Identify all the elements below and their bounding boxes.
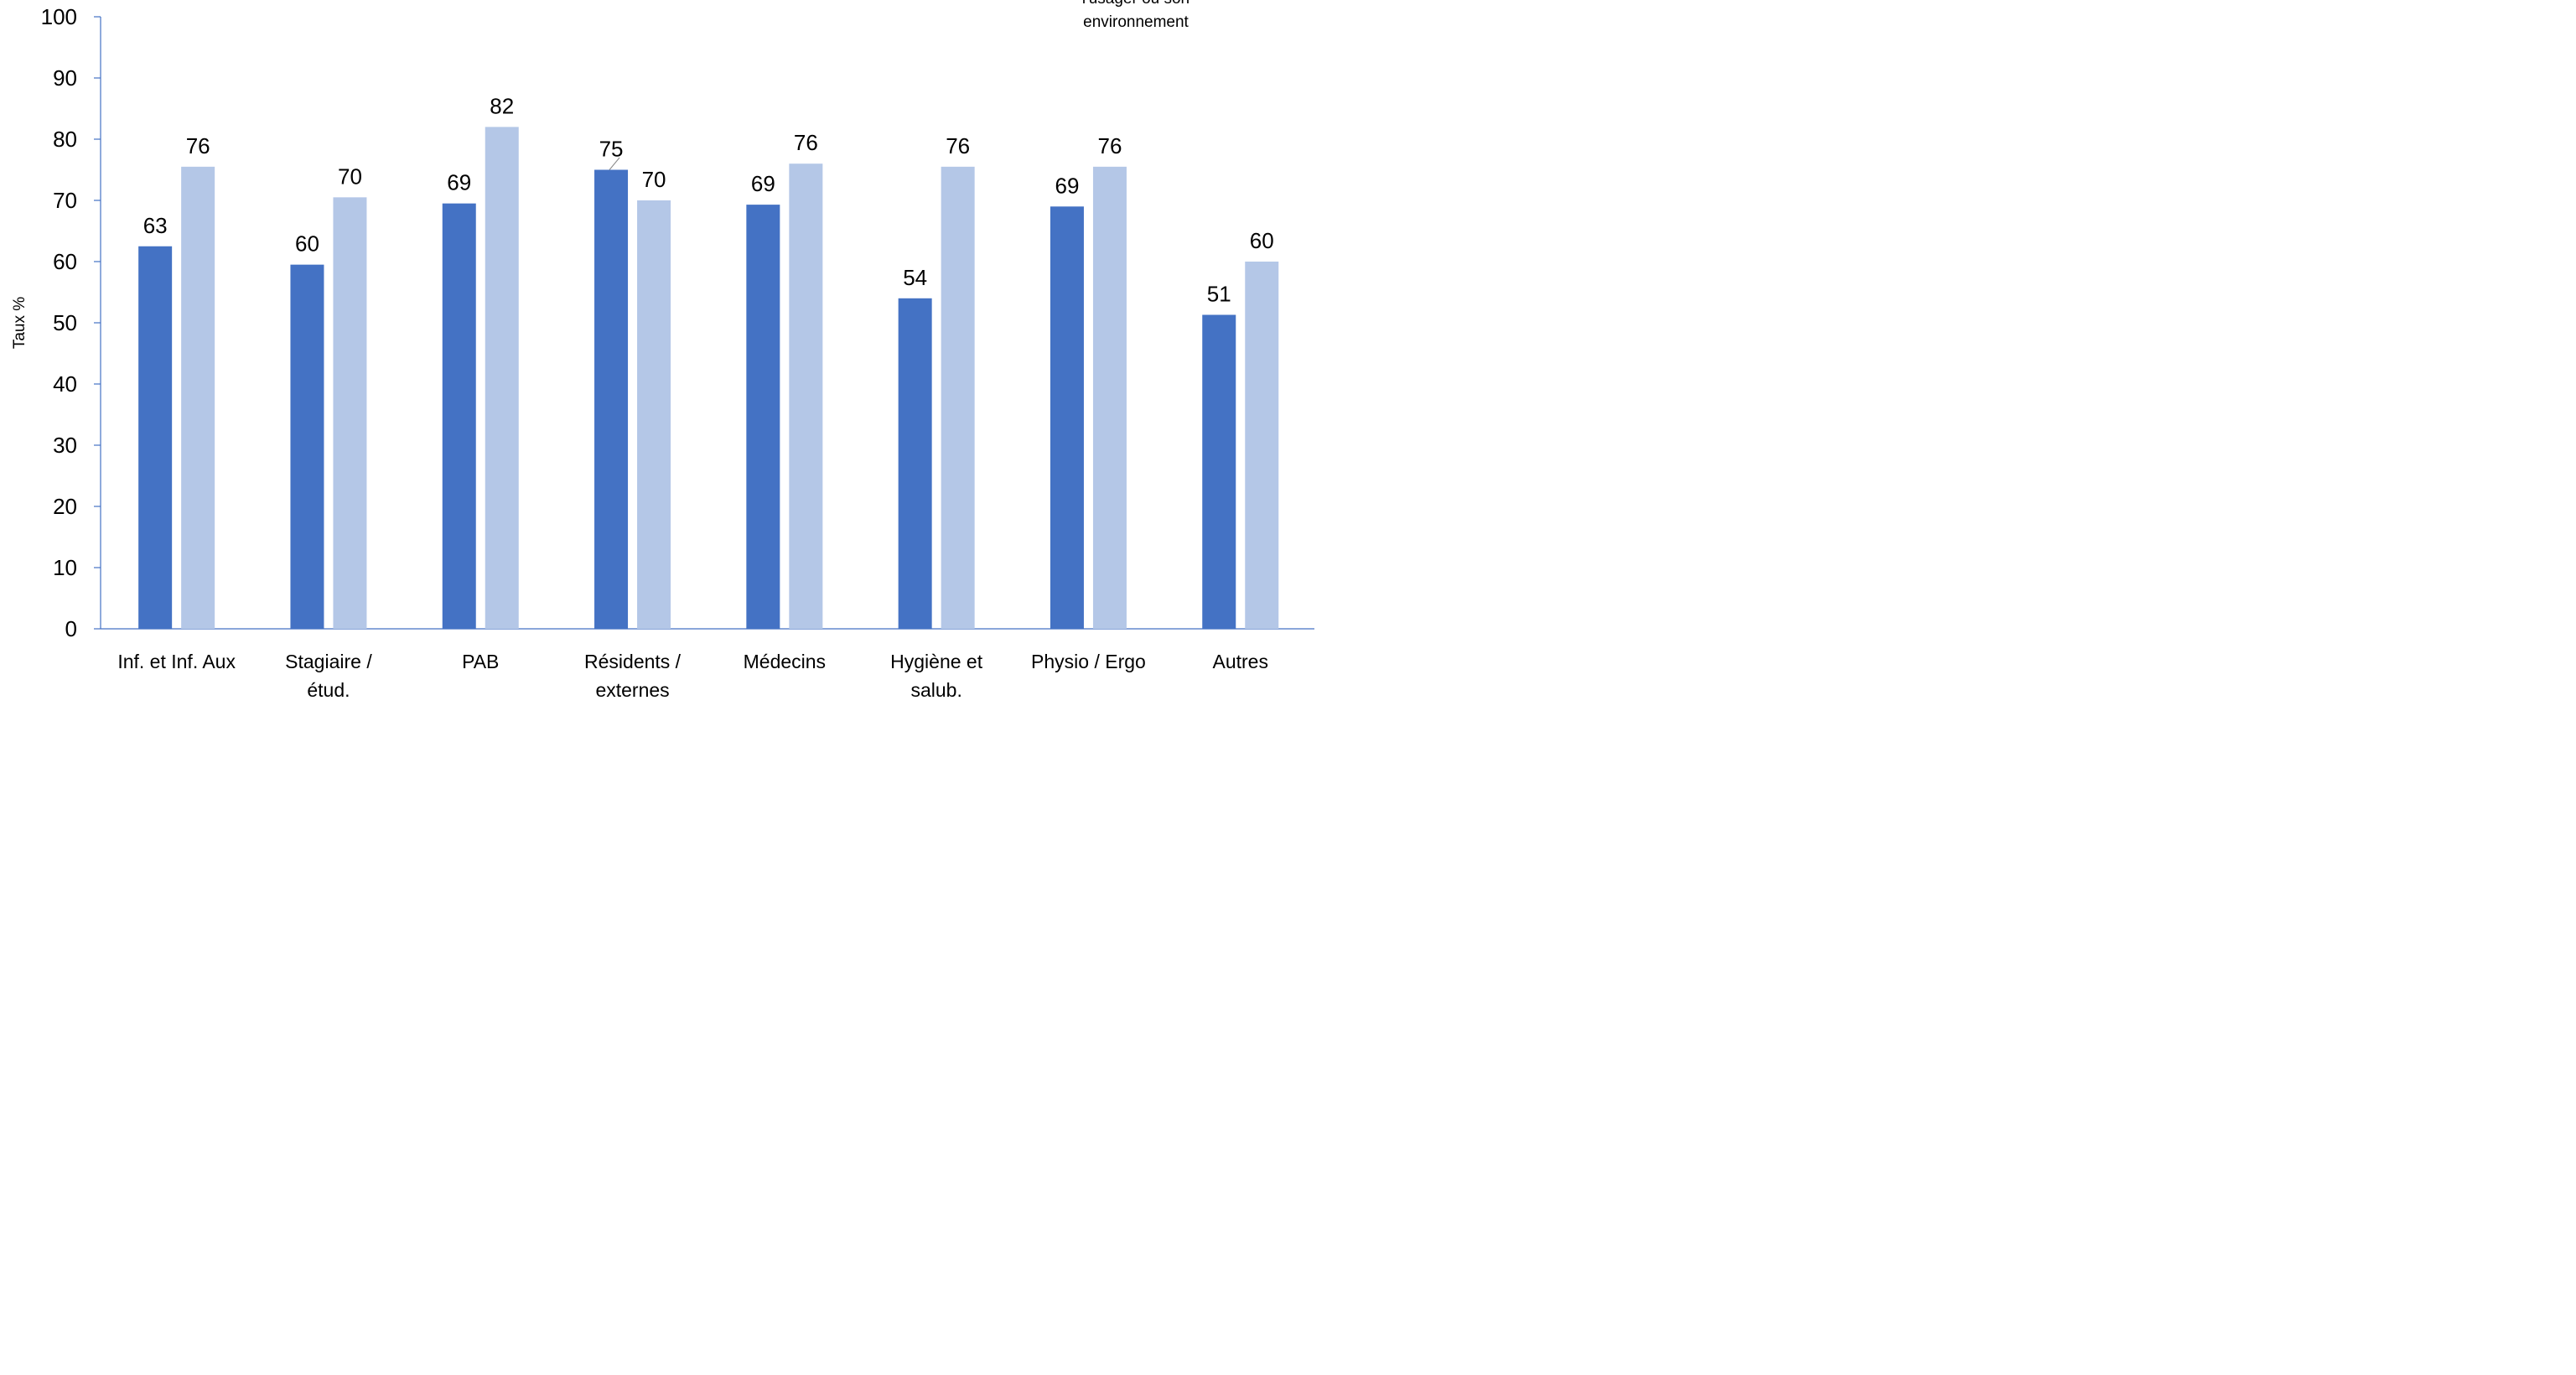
bar-series-1 (290, 264, 324, 629)
y-tick-label: 60 (53, 249, 77, 274)
y-tick-label: 90 (53, 65, 77, 91)
legend-text-line: environnement (1083, 13, 1189, 31)
bar-series-2 (485, 127, 519, 629)
chart-axes: 0 10 20 30 40 50 60 70 80 90 100 Inf. et Inf. Aux St… (41, 4, 1314, 701)
chart-data-labels: 63 76 60 70 69 82 75 70 69 76 54 76 69 76 51 60 (143, 93, 1274, 306)
data-label: 70 (642, 167, 666, 192)
y-tick-label: 10 (53, 555, 77, 580)
bar-series-2 (941, 166, 975, 630)
bar-series-2 (789, 163, 823, 629)
y-tick-label: 20 (53, 494, 77, 519)
bar-series-2 (637, 200, 671, 629)
data-label: 63 (143, 213, 168, 238)
bar-series-1 (138, 246, 173, 629)
x-tick-label: PAB (462, 651, 499, 672)
bar-series-1 (1050, 206, 1084, 630)
x-tick-label: Physio / Ergo (1031, 651, 1146, 672)
bar-series-2 (181, 166, 215, 630)
data-label: 69 (751, 171, 775, 196)
x-tick-label: Inf. et Inf. Aux (117, 651, 236, 672)
data-label: 70 (338, 163, 362, 189)
data-label: 51 (1207, 282, 1231, 307)
data-label: 75 (599, 137, 624, 162)
bar-series-1 (1202, 314, 1236, 629)
x-tick-label-line: salub. (910, 679, 961, 701)
x-tick-label: Résidents / externes (584, 651, 682, 701)
data-label: 69 (447, 170, 471, 195)
y-tick-label: 40 (53, 371, 77, 397)
y-tick-label: 50 (53, 310, 77, 335)
x-tick-label: Hygiène et salub. (890, 651, 983, 701)
data-label: 82 (490, 93, 514, 118)
x-tick-label-line: étud. (307, 679, 350, 701)
data-label: 76 (946, 133, 970, 158)
x-tick-label-line: Médecins (744, 651, 826, 672)
bar-series-1 (746, 205, 780, 630)
y-tick-label: 30 (53, 433, 77, 458)
legend-text-line: l'usager ou son (1082, 0, 1190, 8)
data-label: 60 (1250, 228, 1274, 253)
chart-bars (138, 127, 1279, 630)
bar-series-2 (1245, 262, 1279, 629)
bar-series-2 (333, 197, 367, 630)
bar-series-1 (442, 203, 476, 629)
data-label: 54 (903, 265, 927, 290)
y-tick-label: 80 (53, 127, 77, 152)
y-tick-label: 70 (53, 188, 77, 213)
x-tick-label-line: Physio / Ergo (1031, 651, 1146, 672)
y-axis-label: Taux % (11, 297, 29, 349)
x-tick-label: Stagiaire / étud. (285, 651, 372, 701)
data-label: 76 (186, 133, 210, 158)
bar-series-1 (898, 298, 932, 629)
y-tick-label: 0 (65, 616, 77, 641)
data-label: 60 (295, 231, 319, 257)
data-label: 69 (1055, 173, 1079, 198)
x-tick-label-line: Inf. et Inf. Aux (117, 651, 236, 672)
x-tick-label-line: Autres (1213, 651, 1268, 672)
x-tick-label: Médecins (744, 651, 826, 672)
y-tick-label: 100 (41, 4, 77, 29)
x-tick-label-line: externes (595, 679, 669, 701)
x-tick-label-line: Hygiène et (890, 651, 983, 672)
legend-text: l'usager ou son environnement (1082, 0, 1190, 31)
bar-chart: 0 10 20 30 40 50 60 70 80 90 100 Inf. et Inf. Aux St… (11, 0, 1314, 701)
bar-series-2 (1092, 166, 1127, 630)
data-label-leader (609, 157, 620, 170)
x-tick-label-line: PAB (462, 651, 499, 672)
data-label: 76 (794, 130, 818, 155)
bar-series-1 (594, 169, 629, 629)
x-tick-label-line: Stagiaire / (285, 651, 372, 672)
data-label: 76 (1097, 133, 1122, 158)
x-tick-label-line: Résidents / (584, 651, 682, 672)
x-tick-label: Autres (1213, 651, 1268, 672)
